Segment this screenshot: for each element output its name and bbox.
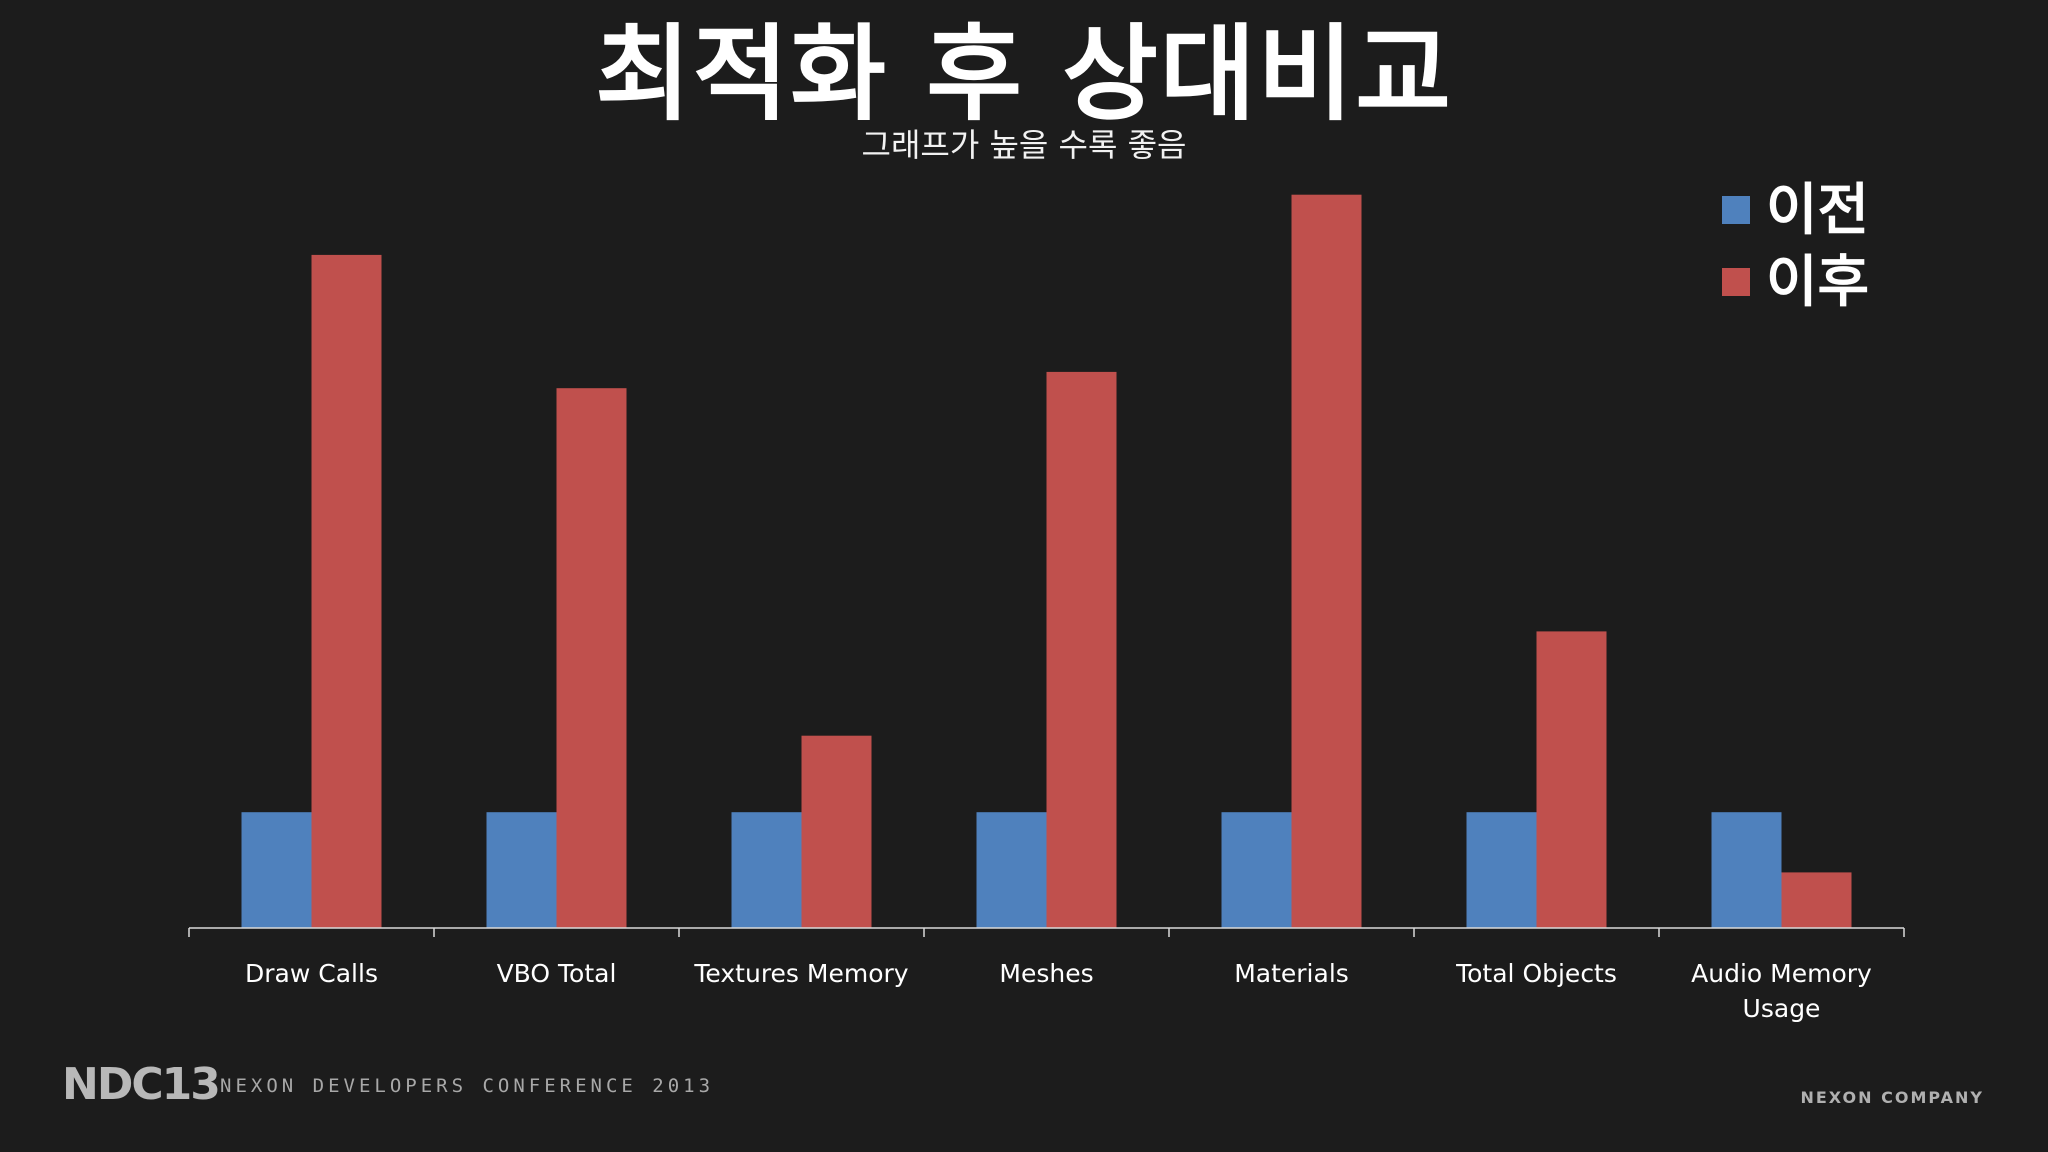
bar-before-6 bbox=[1711, 812, 1782, 928]
bar-after-2 bbox=[801, 735, 872, 928]
slide-title: 최적화 후 상대비교 bbox=[595, 13, 1453, 135]
bar-after-1 bbox=[556, 388, 627, 928]
bar-before-1 bbox=[486, 812, 557, 928]
legend-swatch-before bbox=[1722, 196, 1750, 224]
bar-before-0 bbox=[241, 812, 312, 928]
legend-label-after: 이후 bbox=[1766, 250, 1870, 315]
bar-after-3 bbox=[1046, 371, 1117, 928]
x-tick-label-1: VBO Total bbox=[497, 959, 617, 988]
bar-after-4 bbox=[1291, 194, 1362, 928]
ndc-logo: NDC13 bbox=[62, 1059, 221, 1110]
legend-label-before: 이전 bbox=[1766, 178, 1870, 243]
bar-before-4 bbox=[1221, 812, 1292, 928]
bar-before-2 bbox=[731, 812, 802, 928]
legend-item-before: 이전 bbox=[1722, 178, 1902, 256]
x-tick-label-0: Draw Calls bbox=[245, 959, 378, 988]
company-name: NEXON COMPANY bbox=[1800, 1088, 1984, 1107]
bar-before-3 bbox=[976, 812, 1047, 928]
bar-after-0 bbox=[311, 254, 382, 928]
bars-group bbox=[241, 194, 1852, 928]
x-tick-label-5: Total Objects bbox=[1455, 959, 1617, 988]
legend-item-after: 이후 bbox=[1722, 250, 1902, 328]
conference-name: NEXON DEVELOPERS CONFERENCE 2013 bbox=[220, 1075, 715, 1097]
x-tick-label-2: Textures Memory bbox=[693, 959, 908, 988]
bar-after-6 bbox=[1781, 872, 1852, 928]
legend-swatch-after bbox=[1722, 268, 1750, 296]
slide-subtitle: 그래프가 높을 수록 좋음 bbox=[861, 126, 1187, 164]
chart-legend: 이전 이후 bbox=[1722, 178, 1902, 328]
x-axis bbox=[188, 927, 1905, 937]
x-tick-labels: Draw Calls VBO Total Textures Memory Meshes… bbox=[245, 959, 1872, 1023]
bar-after-5 bbox=[1536, 631, 1607, 928]
x-tick-label-6: Audio Memory Usage bbox=[1691, 959, 1872, 1023]
bar-before-5 bbox=[1466, 812, 1537, 928]
x-tick-label-3: Meshes bbox=[999, 959, 1093, 988]
x-tick-label-4: Materials bbox=[1234, 959, 1349, 988]
